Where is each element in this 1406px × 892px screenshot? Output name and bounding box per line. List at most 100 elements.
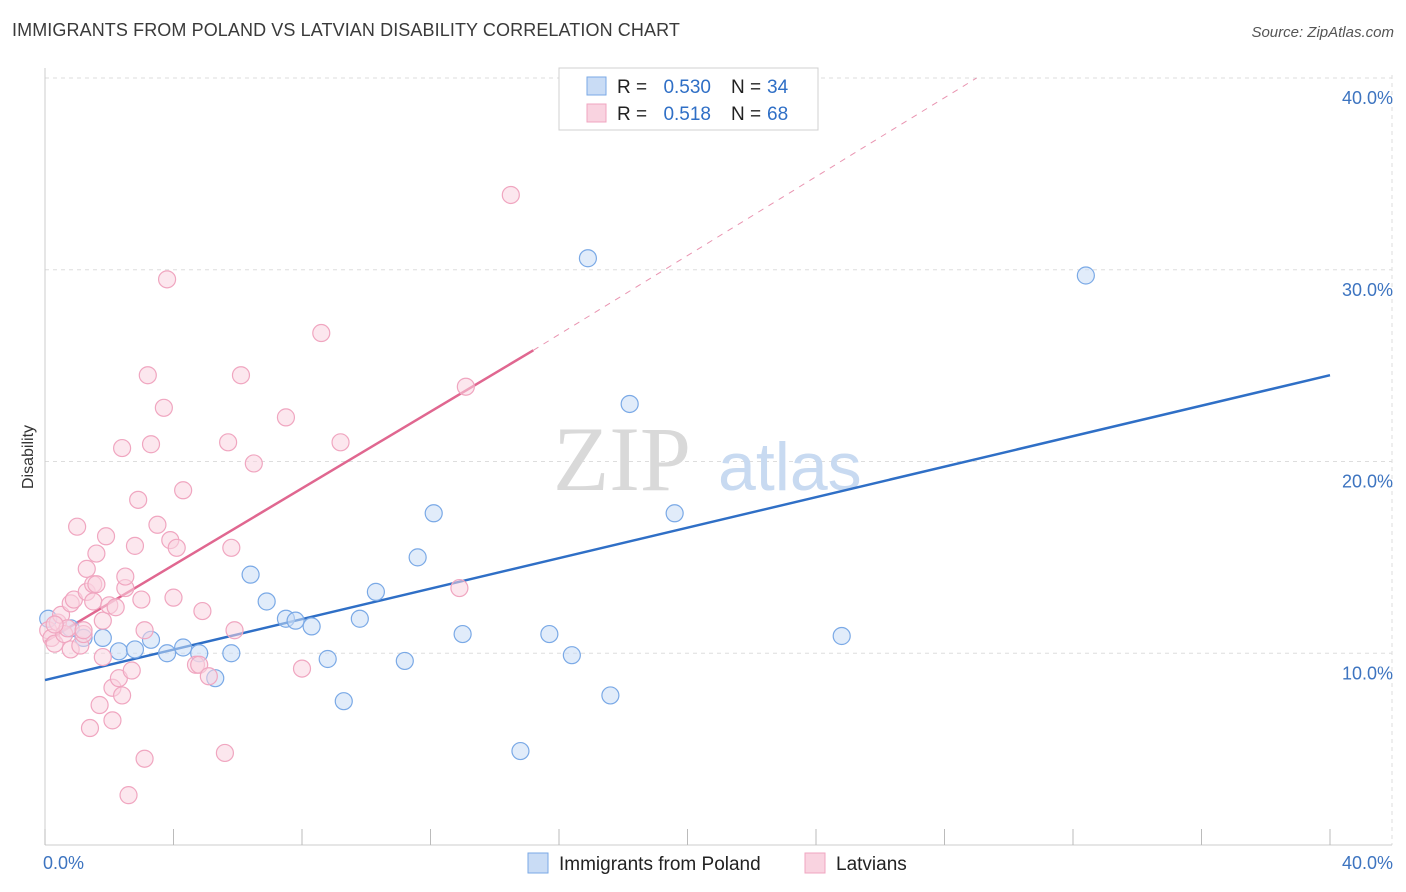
legend-swatch [586,76,607,96]
point-latvians [90,695,109,715]
point-poland [424,504,443,523]
point-latvians [93,611,112,630]
point-poland [578,249,598,268]
legend-n-label: N = [731,104,761,125]
legend-n-value: 34 [767,77,789,98]
point-poland [334,692,353,711]
legend-r-label: R = [617,104,647,125]
point-poland [511,741,530,761]
point-poland [350,609,369,628]
point-latvians [164,588,183,607]
point-poland [318,649,337,669]
point-poland [540,624,559,644]
y-tick-label: 20.0% [1342,472,1393,492]
point-latvians [125,536,145,555]
point-latvians [174,481,193,500]
point-latvians [135,749,154,768]
point-latvians [157,270,177,289]
point-latvians [215,743,234,763]
point-latvians [148,515,167,534]
point-poland [174,638,193,657]
trend-line-latvians [44,349,534,643]
x-tick-label: 0.0% [43,853,84,873]
point-latvians [225,621,244,640]
watermark-zip: ZIP [553,408,691,510]
legend-r-label: R = [617,77,647,98]
point-latvians [77,559,96,578]
legend-r-value: 0.530 [663,77,711,98]
point-latvians [80,718,100,738]
point-latvians [312,323,331,343]
point-latvians [450,578,469,598]
point-poland [562,646,581,665]
point-latvians [87,575,106,594]
legend: R = 0.530 N = 34 R = 0.518 N = 68 [558,67,819,131]
point-latvians [276,408,296,427]
point-latvians [116,567,135,586]
point-latvians [331,433,350,452]
point-poland [241,565,260,584]
point-latvians [135,621,154,640]
grid-lines [45,75,1393,845]
watermark-atlas: atlas [718,429,862,505]
axis-ticks: 10.0% 20.0% 30.0% 40.0% 0.0% 40.0% [43,88,1393,873]
point-poland [125,640,145,659]
point-latvians [45,615,64,634]
point-latvians [112,438,132,458]
point-latvians [456,377,475,396]
point-latvians [219,433,238,452]
y-tick-label: 10.0% [1342,663,1393,683]
point-poland [395,651,414,671]
point-poland [1076,266,1095,285]
point-latvians [87,544,106,563]
point-poland [408,548,427,567]
point-poland [286,611,305,630]
point-poland [109,642,128,661]
point-latvians [93,647,112,667]
point-latvians [84,592,103,611]
point-latvians [96,527,116,546]
point-poland [302,617,321,636]
y-tick-label: 40.0% [1342,88,1393,108]
trend-line-poland [44,373,1331,682]
point-latvians [154,398,173,417]
point-poland [93,628,112,648]
x-tick-label: 40.0% [1342,853,1393,873]
point-latvians [103,711,122,730]
point-latvians [74,621,93,640]
bottom-legend-label: Latvians [836,854,907,875]
legend-swatch [586,103,607,123]
y-tick-label: 30.0% [1342,280,1393,300]
point-poland [157,644,177,663]
point-latvians [292,659,312,678]
data-points [39,185,1095,805]
point-poland [601,686,620,705]
point-latvians [138,366,157,385]
point-latvians [193,601,212,621]
bottom-legend: Immigrants from Poland Latvians [527,852,907,875]
point-poland [257,592,276,611]
point-latvians [244,454,263,473]
trend-line-extension [533,77,977,351]
point-latvians [199,667,218,686]
point-latvians [141,435,161,454]
point-poland [665,504,684,523]
legend-n-value: 68 [767,104,788,125]
chart-title: IMMIGRANTS FROM POLAND VS LATVIAN DISABI… [12,20,680,40]
point-latvians [231,366,251,385]
axes [44,68,1392,846]
point-latvians [222,538,241,557]
point-poland [222,644,241,663]
point-latvians [68,517,87,536]
chart-source: Source: ZipAtlas.com [1251,24,1394,41]
point-latvians [132,590,151,609]
legend-n-label: N = [731,77,761,98]
bottom-legend-swatch [527,852,549,874]
y-axis-label: Disability [20,425,37,489]
point-poland [832,626,851,646]
point-latvians [501,185,520,205]
point-latvians [129,490,148,509]
point-poland [453,624,472,644]
bottom-legend-swatch [804,852,826,874]
